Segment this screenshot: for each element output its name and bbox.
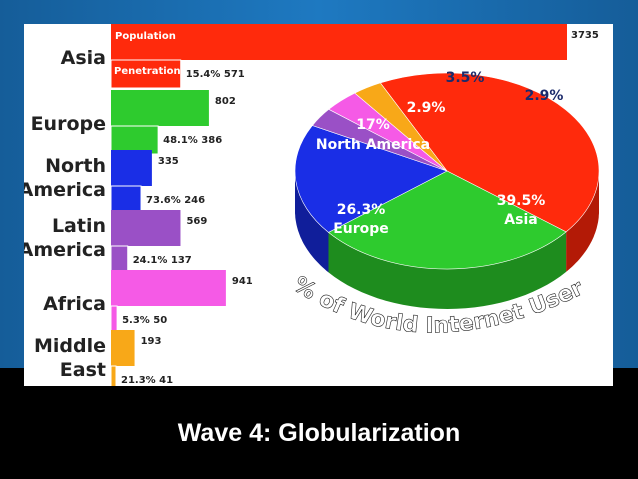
bar-penetration-middle-east <box>110 365 117 395</box>
category-label-asia: Asia <box>61 47 106 69</box>
value-penetration-europe: 48.1% 386 <box>163 135 222 146</box>
bar-penetration-europe <box>110 125 159 155</box>
legend-population: Population <box>115 31 176 42</box>
legend-penetration: Penetration <box>114 66 181 77</box>
bar-chart: Asia 3735 15.4% 571 Europe 802 48.1% 386 North… <box>19 24 599 395</box>
pie-slice-slice-5 <box>354 82 448 172</box>
pie-name-label-europe: Europe <box>333 221 389 237</box>
pie-value-label-2: 17% <box>356 117 390 133</box>
value-penetration-africa: 5.3% 50 <box>122 315 167 326</box>
bar-population-middle-east <box>111 330 135 366</box>
bar-population-asia <box>111 24 567 60</box>
category-label-line: Middle <box>34 335 106 357</box>
bar-population-north-america <box>111 150 152 186</box>
slide-caption: Wave 4: Globularization <box>177 419 461 447</box>
category-label-africa: Africa <box>43 293 106 315</box>
category-label-line: America <box>24 239 106 261</box>
value-penetration-latin-america: 24.1% 137 <box>133 255 192 266</box>
value-penetration-north-america: 73.6% 246 <box>146 195 205 206</box>
pie-slice-europe <box>327 170 567 270</box>
black-footer-band <box>0 368 638 479</box>
value-population-latin-america: 569 <box>186 216 207 227</box>
chart-canvas: 39.5% Asia 26.3% Europe 17% North America 2.9%… <box>17 5 600 395</box>
pie-side-north-america <box>295 171 329 273</box>
bar-penetration-asia <box>110 59 182 89</box>
bar-penetration-latin-america <box>110 245 129 275</box>
category-label-line: Europe <box>31 113 106 135</box>
bar-population-latin-america <box>111 210 181 246</box>
bar-penetration-africa <box>110 305 118 335</box>
pie-slice-asia <box>379 72 600 233</box>
category-label-line: Africa <box>43 293 106 315</box>
category-label-line: Latin <box>52 215 106 237</box>
value-population-africa: 941 <box>232 276 253 287</box>
bar-population-europe <box>111 90 209 126</box>
pie-side-europe <box>328 231 567 309</box>
bar-population-africa <box>111 270 226 306</box>
value-population-middle-east: 193 <box>141 336 162 347</box>
pie-value-label-3: 2.9% <box>407 100 446 116</box>
category-label-line: Asia <box>61 47 106 69</box>
pie-value-label-1: 26.3% <box>337 202 386 218</box>
pie-slice-north-america <box>294 125 448 233</box>
category-label-line: North <box>45 155 106 177</box>
category-label-europe: Europe <box>31 113 106 135</box>
pie-name-label-asia: Asia <box>504 212 537 228</box>
value-population-asia: 3735 <box>571 30 599 41</box>
value-population-north-america: 335 <box>158 156 179 167</box>
pie-side-asia <box>566 171 599 272</box>
pie-name-label-north-america: North America <box>316 137 430 153</box>
value-penetration-middle-east: 21.3% 41 <box>121 375 173 386</box>
chart-panel: 39.5% Asia 26.3% Europe 17% North America 2.9%… <box>17 5 613 395</box>
pie-chart: 39.5% Asia 26.3% Europe 17% North America 2.9%… <box>17 5 600 339</box>
pie-value-label-5: 2.9% <box>525 88 564 104</box>
pie-value-label-4: 3.5% <box>446 70 485 86</box>
pie-value-label-0: 39.5% <box>497 193 546 209</box>
category-label-middle-east: Middle East <box>34 335 106 381</box>
category-label-north-america: North America <box>24 155 106 201</box>
value-population-europe: 802 <box>215 96 236 107</box>
category-label-line: East <box>60 359 106 381</box>
bar-penetration-north-america <box>110 185 142 215</box>
category-label-line: America <box>24 179 106 201</box>
value-penetration-asia: 15.4% 571 <box>186 69 245 80</box>
category-label-latin-america: Latin America <box>24 215 106 261</box>
